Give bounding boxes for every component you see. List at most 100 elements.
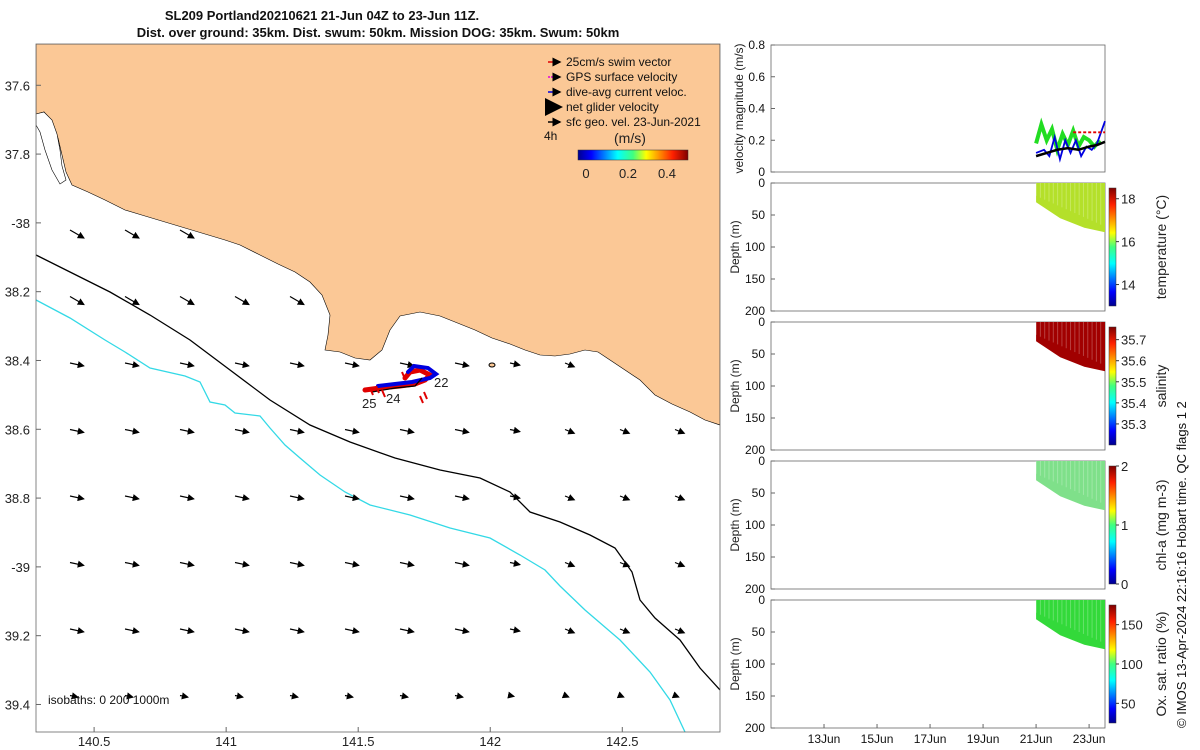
geo-vector-arrow [619,560,631,568]
depth-ytick-label: 200 [745,304,765,318]
depth-ylabel: Depth (m) [728,498,742,551]
cbar-tick-label: 35.7 [1121,333,1146,348]
vel-ytick-label: 0.4 [748,102,765,116]
vel-ytick-label: 0 [758,165,765,179]
land-cape [36,111,67,185]
date-tick-label: 21Jun [1020,732,1053,746]
waypoint-label: 25 [362,396,376,411]
waypoint-label: 22 [434,375,448,390]
waypoint-label: 24 [386,391,400,406]
depth-ytick-label: 50 [752,486,766,500]
geo-vector-arrow [179,494,195,502]
geo-vector-arrow [344,560,360,568]
cbar-tick-label: 16 [1121,235,1135,250]
geo-vector-arrow [124,560,140,568]
geo-vector-arrow [69,295,85,306]
legend-cbar-tick-1: 0.2 [619,166,637,181]
cbar-label: salinity [1153,365,1169,408]
vel-series-line [1035,120,1106,163]
cbar-tick-label: 0 [1121,577,1128,592]
geo-vector-arrow [124,627,140,635]
map-ytick-label: -38 [11,216,30,231]
current-vectors [69,229,686,700]
geo-vector-arrow [399,627,415,635]
geo-vector-arrow [509,360,521,368]
geo-vector-arrow [619,494,631,501]
map-ytick-label: 38.4 [5,353,30,368]
geo-vector-arrow [509,559,521,567]
geo-vector-arrow [509,626,521,634]
geo-vector-arrow [674,427,686,435]
map-ytick-label: 39.4 [5,697,30,712]
map-xtick-label: 142.5 [606,734,639,749]
track-swim-tick [375,385,380,394]
geo-vector-arrow [399,692,409,700]
geo-vector-arrow [454,692,464,700]
geo-vector-arrow [179,229,195,239]
map-ytick-label: 37.8 [5,147,30,162]
cbar-tick-label: 2 [1121,459,1128,474]
vel-ytick-label: 0.6 [748,70,765,84]
track-swim-tick [401,371,406,380]
geo-vector-arrow [454,427,470,435]
cbar-label: Ox. sat. ratio (%) [1153,611,1169,716]
velocity-panel-frame [770,44,1106,173]
geo-vector-arrow [454,627,470,635]
cbar-label: chl-a (mg m-3) [1153,479,1169,570]
geo-vector-arrow [179,295,195,306]
geo-vector-arrow [124,427,140,435]
map-panel: 140.5 141 141.5 142 142.5 37.6 37.8 -38 38.2 38.… [5,43,721,749]
map-ytick-label: 38.2 [5,285,30,300]
land-mainland [36,44,720,426]
map-xtick-label: 140.5 [78,734,111,749]
geo-vector-arrow [179,627,195,635]
cbar-tick-label: 18 [1121,192,1135,207]
geo-vector-arrow [399,427,415,435]
geo-vector-arrow [69,361,85,369]
land-island [488,362,496,368]
geo-vector-arrow [564,560,576,568]
geo-vector-arrow [289,427,305,435]
geo-vector-arrow [344,361,360,369]
colorbar [1108,604,1117,724]
cbar-tick-label: 100 [1121,657,1143,672]
geo-vector-arrow [344,494,360,502]
date-tick-label: 23Jun [1073,732,1106,746]
depth-ytick-label: 0 [758,593,765,607]
isobath-200m [36,254,720,691]
geo-vector-arrow [616,691,625,699]
geo-vector-arrow [179,692,189,700]
profile-section [1036,322,1105,372]
geo-vector-arrow [234,427,250,435]
geo-vector-arrow [344,692,354,700]
map-ytick-label: 39.2 [5,629,30,644]
cbar-tick-label: 35.5 [1121,375,1146,390]
geo-vector-arrow [344,427,360,435]
cbar-tick-label: 50 [1121,696,1135,711]
legend-label: GPS surface velocity [566,70,677,84]
geo-vector-arrow [124,692,134,700]
depth-ytick-label: 100 [745,240,765,254]
profile-section [1036,183,1105,233]
vel-ytick-label: 0.8 [748,38,765,52]
profile-section [1036,461,1105,511]
depth-ytick-label: 0 [758,176,765,190]
geo-vector-arrow [671,691,680,699]
depth-ytick-label: 100 [745,518,765,532]
date-tick-label: 17Jun [914,732,947,746]
cbar-tick-label: 35.6 [1121,354,1146,369]
vel-ytick-label: 0.2 [748,133,765,147]
legend-label: 25cm/s swim vector [566,55,671,69]
geo-vector-arrow [564,494,576,501]
legend-colorbar [577,149,689,161]
geo-vector-arrow [674,560,686,568]
vel-series-line [1035,140,1106,158]
map-ytick-label: -39 [11,560,30,575]
geo-vector-arrow [674,494,686,501]
glider-track [362,363,440,404]
geo-vector-arrow [234,692,244,700]
cbar-tick-label: 1 [1121,518,1128,533]
depth-ytick-label: 50 [752,625,766,639]
legend-cbar-tick-2: 0.4 [658,166,676,181]
